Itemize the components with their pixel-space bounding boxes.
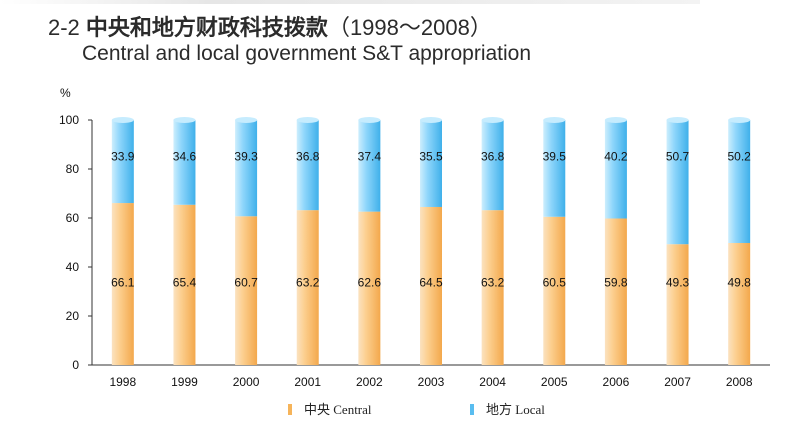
bar-top-cap [173,117,196,123]
data-label-local: 39.3 [234,149,258,163]
chart-number: 2-2 [48,15,80,40]
data-label-local: 50.7 [666,149,690,163]
bar-central [358,211,381,365]
legend-swatch-local [470,404,474,415]
data-label-central: 49.8 [728,276,752,290]
bar-top-cap [296,117,319,123]
bar-top-cap [728,117,751,123]
x-tick-label: 2004 [479,375,506,389]
data-label-central: 65.4 [173,276,197,290]
x-tick-group: 1998 1999 2000 2001 2002 2003 2004 2005 2006 2007… [109,375,752,389]
legend-item-central: 中央 Central [288,399,372,418]
bar-central [481,210,504,365]
x-tick-label: 2006 [603,375,630,389]
x-tick-label: 2000 [233,375,260,389]
bar-local [420,120,442,207]
chart-title-cn: 2-2 中央和地方财政科技拨款（1998～2008） [48,10,492,42]
bar-top-cap [481,117,504,123]
y-tick-label: 0 [72,358,79,372]
bar-local [111,120,134,204]
bar-top-cap [420,117,442,123]
data-label-group: 33.9 66.1 34.6 65.4 39.3 60.7 36.8 63.2 37.4 62.6… [111,149,751,289]
data-label-local: 37.4 [358,149,382,163]
chart-axes: 0 20 40 60 80 100 [59,113,770,372]
data-label-central: 62.6 [358,276,382,290]
data-label-central: 59.8 [604,276,628,290]
bar-local [543,120,566,217]
y-tick-label: 20 [66,309,80,323]
legend-label-central: 中央 Central [304,402,372,417]
y-tick-label: 40 [66,260,80,274]
x-tick-label: 2003 [418,375,445,389]
bar-central [111,203,134,365]
legend-swatch-central [288,404,292,415]
legend-item-local: 地方 Local [470,399,545,418]
bar-group [111,117,751,365]
x-tick-label: 2005 [541,375,568,389]
data-label-central: 60.7 [234,276,258,290]
y-tick-label: 80 [66,162,80,176]
bar-local [296,120,319,211]
x-tick-label: 2008 [726,375,753,389]
bar-central [420,206,442,365]
data-label-central: 60.5 [543,276,567,290]
bar-central [296,210,319,365]
chart-title-en: Central and local government S&T appropr… [82,42,532,65]
data-label-central: 66.1 [111,276,135,290]
bar-local [173,120,196,205]
data-label-local: 36.8 [481,149,505,163]
bar-central [666,244,689,365]
data-label-central: 49.3 [666,276,690,290]
data-label-central: 64.5 [419,276,443,290]
bar-top-cap [235,117,258,123]
bar-central [543,216,566,365]
legend-label-local: 地方 Local [486,402,545,417]
data-label-local: 36.8 [296,149,320,163]
data-label-central: 63.2 [481,276,505,290]
bar-top-cap [358,117,381,123]
x-tick-label: 1999 [171,375,198,389]
data-label-central: 63.2 [296,276,320,290]
bar-top-cap [666,117,689,123]
data-label-local: 33.9 [111,149,135,163]
y-tick-label: 100 [59,113,79,127]
data-label-local: 35.5 [419,149,443,163]
bar-top-cap [543,117,566,123]
x-tick-label: 2007 [664,375,691,389]
chart-title-cn-text: 中央和地方财政科技拨款 [85,15,328,40]
bar-central [173,204,196,365]
x-tick-label: 2001 [294,375,321,389]
y-tick-label: 60 [66,211,80,225]
bar-central [235,216,258,365]
bar-top-cap [604,117,627,123]
y-axis-unit-label: % [60,86,71,100]
data-label-local: 39.5 [543,149,567,163]
x-tick-label: 2002 [356,375,383,389]
bar-local [728,120,751,243]
bar-local [604,120,627,219]
x-tick-label: 1998 [109,375,136,389]
data-label-local: 34.6 [173,149,197,163]
data-label-local: 40.2 [604,149,628,163]
bar-central [728,242,751,365]
bar-central [604,218,627,365]
bar-local [235,120,258,217]
bar-local [666,120,689,245]
bar-top-cap [111,117,134,123]
data-label-local: 50.2 [728,149,752,163]
title-underline [0,0,700,4]
chart-title-years: （1998～2008） [327,15,492,40]
bar-local [481,120,504,211]
bar-local [358,120,381,212]
